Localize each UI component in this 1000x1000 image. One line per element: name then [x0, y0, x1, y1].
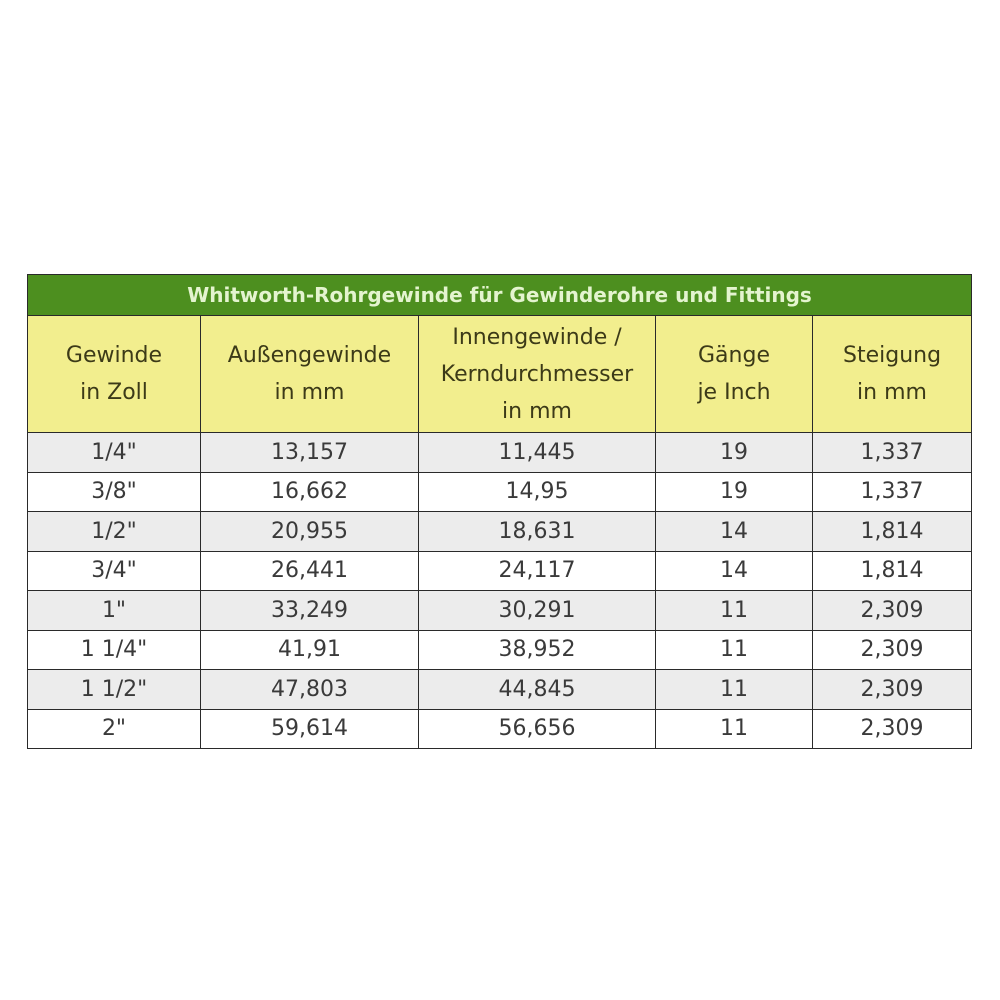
cell-pitch: 2,309 — [811, 708, 973, 749]
cell-thread-size: 1 1/4" — [27, 629, 201, 670]
header-threads-per-inch: Gänge je Inch — [655, 315, 813, 433]
header-line: Gänge — [698, 343, 770, 368]
header-outer-diameter: Außengewinde in mm — [200, 315, 419, 433]
table-row: 1 1/4" 41,91 38,952 11 2,309 — [27, 629, 973, 670]
cell-outer-diameter: 16,662 — [200, 471, 419, 512]
cell-core-diameter: 18,631 — [418, 511, 656, 552]
header-line: Steigung — [842, 343, 942, 368]
cell-core-diameter: 44,845 — [418, 669, 656, 710]
cell-thread-size: 1/4" — [27, 432, 201, 473]
header-line: in mm — [274, 380, 345, 405]
header-line: in Zoll — [80, 380, 148, 405]
header-row: Gewinde in Zoll Außengewinde in mm Innengewi… — [27, 315, 973, 433]
cell-core-diameter: 56,656 — [418, 708, 656, 749]
cell-threads-per-inch: 11 — [655, 590, 813, 631]
cell-thread-size: 2" — [27, 708, 201, 749]
table-row: 1" 33,249 30,291 11 2,309 — [27, 590, 973, 631]
cell-outer-diameter: 47,803 — [200, 669, 419, 710]
cell-pitch: 1,337 — [811, 471, 973, 512]
cell-threads-per-inch: 11 — [655, 708, 813, 749]
header-core-diameter: Innengewinde / Kerndurchmesser in mm — [418, 315, 656, 433]
cell-pitch: 2,309 — [811, 669, 973, 710]
header-line: in mm — [502, 398, 572, 424]
header-line: in mm — [857, 380, 927, 405]
cell-threads-per-inch: 19 — [655, 432, 813, 473]
cell-thread-size: 1/2" — [27, 511, 201, 552]
header-line: je Inch — [697, 380, 771, 405]
cell-threads-per-inch: 14 — [655, 550, 813, 591]
cell-thread-size: 1" — [27, 590, 201, 631]
table-title: Whitworth-Rohrgewinde für Gewinderohre u… — [26, 274, 973, 316]
cell-outer-diameter: 26,441 — [200, 550, 419, 591]
cell-pitch: 1,337 — [811, 432, 973, 473]
cell-outer-diameter: 33,249 — [200, 590, 419, 631]
cell-core-diameter: 24,117 — [418, 550, 656, 591]
table-row: 3/4" 26,441 24,117 14 1,814 — [27, 550, 973, 591]
table-body: 1/4" 13,157 11,445 19 1,337 3/8" 16,662 14,95 19… — [27, 432, 973, 749]
header-line: Außengewinde — [227, 343, 392, 368]
cell-outer-diameter: 41,91 — [200, 629, 419, 670]
cell-pitch: 2,309 — [811, 590, 973, 631]
cell-pitch: 2,309 — [811, 629, 973, 670]
header-pitch: Steigung in mm — [811, 315, 973, 433]
header-line: Kerndurchmesser — [440, 361, 634, 387]
table-row: 1 1/2" 47,803 44,845 11 2,309 — [27, 669, 973, 710]
cell-threads-per-inch: 14 — [655, 511, 813, 552]
cell-outer-diameter: 20,955 — [200, 511, 419, 552]
cell-pitch: 1,814 — [811, 550, 973, 591]
cell-pitch: 1,814 — [811, 511, 973, 552]
cell-threads-per-inch: 19 — [655, 471, 813, 512]
table-row: 3/8" 16,662 14,95 19 1,337 — [27, 471, 973, 512]
table-row: 1/2" 20,955 18,631 14 1,814 — [27, 511, 973, 552]
cell-threads-per-inch: 11 — [655, 629, 813, 670]
cell-core-diameter: 30,291 — [418, 590, 656, 631]
table-row: 1/4" 13,157 11,445 19 1,337 — [27, 432, 973, 473]
cell-core-diameter: 38,952 — [418, 629, 656, 670]
cell-thread-size: 3/4" — [27, 550, 201, 591]
thread-table: Whitworth-Rohrgewinde für Gewinderohre u… — [26, 274, 973, 749]
cell-core-diameter: 14,95 — [418, 471, 656, 512]
cell-threads-per-inch: 11 — [655, 669, 813, 710]
cell-core-diameter: 11,445 — [418, 432, 656, 473]
table-row: 2" 59,614 56,656 11 2,309 — [27, 708, 973, 749]
cell-outer-diameter: 13,157 — [200, 432, 419, 473]
cell-outer-diameter: 59,614 — [200, 708, 419, 749]
header-line: Innengewinde / — [452, 324, 622, 350]
cell-thread-size: 3/8" — [27, 471, 201, 512]
header-thread-size: Gewinde in Zoll — [27, 315, 201, 433]
header-line: Gewinde — [65, 343, 163, 368]
cell-thread-size: 1 1/2" — [27, 669, 201, 710]
